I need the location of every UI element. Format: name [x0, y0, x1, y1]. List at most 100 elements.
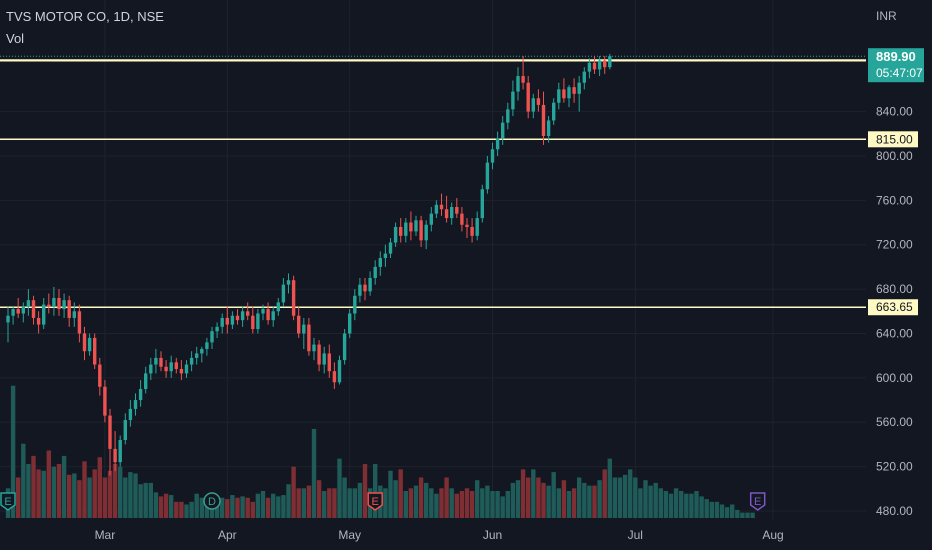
candle[interactable] — [57, 289, 61, 316]
candle[interactable] — [281, 278, 286, 307]
candle[interactable] — [113, 431, 117, 472]
candle[interactable] — [195, 346, 199, 365]
dividend-marker[interactable]: D — [203, 492, 221, 510]
earnings-marker[interactable]: E — [749, 492, 766, 511]
candle[interactable] — [562, 78, 566, 103]
candle[interactable] — [541, 91, 546, 145]
candlestick-series[interactable] — [6, 53, 612, 476]
candle[interactable] — [470, 218, 474, 243]
candle[interactable] — [174, 357, 178, 374]
candle[interactable] — [312, 337, 316, 361]
candle[interactable] — [450, 202, 454, 225]
candle[interactable] — [419, 215, 423, 247]
candle[interactable] — [62, 293, 66, 318]
candle[interactable] — [511, 80, 515, 117]
candle[interactable] — [123, 413, 127, 445]
candle[interactable] — [582, 67, 586, 90]
candle[interactable] — [31, 295, 36, 325]
candle[interactable] — [230, 311, 235, 330]
candle[interactable] — [179, 360, 184, 381]
candle[interactable] — [383, 244, 388, 267]
candle[interactable] — [342, 329, 347, 365]
candle[interactable] — [592, 56, 597, 74]
candle[interactable] — [399, 218, 403, 243]
candle[interactable] — [108, 408, 112, 476]
candle[interactable] — [409, 211, 413, 241]
candle[interactable] — [154, 349, 158, 374]
candle[interactable] — [169, 355, 173, 378]
candle[interactable] — [439, 193, 444, 216]
candle[interactable] — [526, 76, 530, 119]
earnings-marker[interactable]: E — [0, 492, 16, 511]
candle[interactable] — [235, 309, 240, 325]
candle[interactable] — [480, 184, 484, 223]
candle[interactable] — [256, 309, 260, 334]
candle[interactable] — [276, 297, 280, 316]
horizontal-levels[interactable] — [0, 55, 866, 308]
candle[interactable] — [240, 306, 245, 327]
candle[interactable] — [266, 302, 270, 325]
candle[interactable] — [475, 211, 479, 241]
candle[interactable] — [373, 260, 377, 285]
candle[interactable] — [133, 393, 138, 416]
candle[interactable] — [424, 220, 428, 250]
candle[interactable] — [337, 355, 342, 385]
candle[interactable] — [36, 311, 41, 334]
candle[interactable] — [414, 215, 418, 236]
candle[interactable] — [485, 155, 490, 194]
candle[interactable] — [98, 357, 102, 396]
candle[interactable] — [577, 76, 581, 112]
candle[interactable] — [26, 289, 31, 316]
candle[interactable] — [608, 53, 612, 70]
candle[interactable] — [205, 337, 209, 356]
earnings-marker[interactable]: E — [367, 492, 383, 511]
candle[interactable] — [189, 351, 194, 372]
candle[interactable] — [501, 116, 505, 145]
candle[interactable] — [138, 380, 143, 407]
candle[interactable] — [261, 304, 265, 321]
candle[interactable] — [128, 400, 133, 427]
candle[interactable] — [536, 89, 541, 112]
candle[interactable] — [42, 297, 46, 330]
candle[interactable] — [302, 317, 306, 350]
candle[interactable] — [567, 84, 571, 108]
candle[interactable] — [587, 58, 592, 79]
candle[interactable] — [11, 306, 15, 325]
candle[interactable] — [93, 333, 97, 369]
candle[interactable] — [552, 98, 556, 125]
candle[interactable] — [210, 326, 214, 350]
candle[interactable] — [291, 275, 296, 321]
candle[interactable] — [348, 309, 352, 338]
candle[interactable] — [251, 306, 255, 334]
candle[interactable] — [490, 142, 495, 170]
candle[interactable] — [521, 56, 525, 90]
candle[interactable] — [307, 317, 311, 356]
candle[interactable] — [6, 306, 10, 343]
candle[interactable] — [297, 306, 301, 338]
candle[interactable] — [434, 200, 439, 219]
candle[interactable] — [358, 278, 362, 303]
candle[interactable] — [82, 326, 87, 361]
candle[interactable] — [378, 251, 382, 276]
candle[interactable] — [184, 360, 189, 378]
candle[interactable] — [429, 206, 433, 232]
candle[interactable] — [52, 286, 56, 316]
candle[interactable] — [353, 289, 357, 321]
candle[interactable] — [77, 304, 82, 343]
candle[interactable] — [546, 116, 551, 143]
candle[interactable] — [220, 313, 224, 334]
candle[interactable] — [597, 56, 602, 77]
candle[interactable] — [455, 198, 459, 219]
candle[interactable] — [516, 67, 520, 101]
candle[interactable] — [225, 306, 229, 334]
candle[interactable] — [144, 366, 148, 394]
candle[interactable] — [103, 380, 107, 423]
candle[interactable] — [460, 206, 464, 232]
candle[interactable] — [47, 293, 51, 314]
candle[interactable] — [286, 273, 291, 294]
candle[interactable] — [404, 218, 408, 243]
candle[interactable] — [531, 93, 535, 119]
candle[interactable] — [332, 362, 337, 389]
candle[interactable] — [363, 278, 367, 301]
